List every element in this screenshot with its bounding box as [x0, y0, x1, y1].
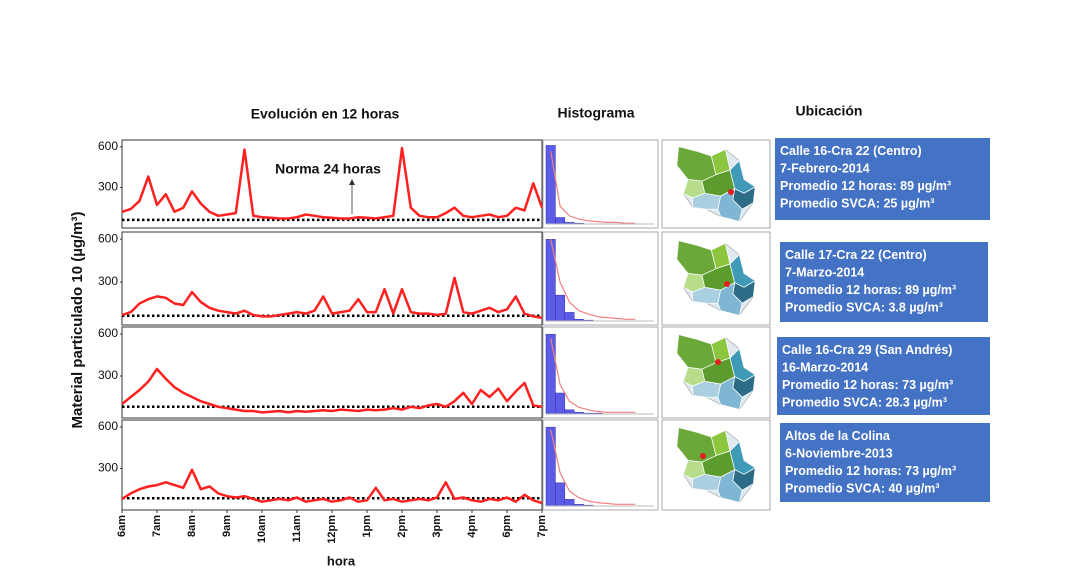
- histogram-bar: [545, 426, 556, 507]
- location-dot: [715, 359, 721, 365]
- info-text: Altos de la Colina: [785, 429, 891, 443]
- info-text: Promedio SVCA: 25 µg/m³: [780, 197, 934, 211]
- y-tick-label: 600: [98, 231, 118, 245]
- info-text: 16-Marzo-2014: [782, 361, 868, 375]
- histogram-bar: [564, 312, 575, 322]
- pm10-line: [121, 146, 544, 220]
- histogram-bar: [555, 392, 566, 415]
- info-box: [780, 423, 990, 502]
- info-text: Calle 16-Cra 22 (Centro): [780, 144, 922, 158]
- info-text: Promedio SVCA: 3.8 µg/m³: [785, 301, 943, 315]
- histogram-bar: [545, 333, 556, 415]
- x-axis-title: hora: [327, 553, 356, 568]
- y-tick-label: 300: [98, 368, 118, 382]
- info-text: 7-Febrero-2014: [780, 162, 870, 176]
- x-tick-label: 8am: [186, 515, 198, 537]
- maps: [661, 139, 771, 511]
- panel-frame: [121, 326, 543, 419]
- info-box: [780, 242, 988, 322]
- location-dot: [724, 281, 730, 287]
- y-tick-label: 300: [98, 180, 118, 194]
- x-tick-label: 11am: [291, 515, 303, 543]
- info-text: Calle 17-Cra 22 (Centro): [785, 248, 927, 262]
- header-histogram: Histograma: [557, 105, 634, 121]
- arrow-head: [349, 179, 355, 185]
- x-tick-label: 3pm: [431, 515, 443, 538]
- x-tick-label: 12pm: [326, 515, 338, 544]
- location-dot: [728, 189, 734, 195]
- x-tick-label: 10am: [256, 515, 268, 543]
- panel-frame: [121, 231, 543, 326]
- x-tick-label: 6pm: [501, 515, 513, 538]
- histogram-bar: [564, 499, 575, 507]
- y-tick-label: 600: [98, 419, 118, 433]
- x-tick-label: 4pm: [466, 515, 478, 538]
- x-tick-label: 6am: [116, 515, 128, 537]
- y-tick-label: 300: [98, 274, 118, 288]
- histogram-bar: [564, 409, 575, 415]
- location-dot: [700, 453, 706, 459]
- fit-curve: [550, 429, 636, 505]
- histogram-frame: [542, 139, 659, 229]
- panel-frame: [121, 419, 543, 511]
- histogram-bar: [555, 294, 566, 322]
- x-tick-label: 7pm: [536, 515, 548, 538]
- info-box: [775, 138, 990, 220]
- info-text: Promedio SVCA: 28.3 µg/m³: [782, 396, 947, 410]
- info-text: Promedio 12 horas: 73 µg/m³: [782, 378, 953, 392]
- info-text: Calle 16-Cra 29 (San Andrés): [782, 343, 952, 357]
- info-text: 6-Noviembre-2013: [785, 447, 893, 461]
- info-text: Promedio 12 horas: 73 µg/m³: [785, 464, 956, 478]
- histogram-bar: [555, 482, 566, 507]
- fit-curve: [550, 150, 636, 224]
- annotation: Norma 24 horas: [275, 161, 381, 177]
- info-text: Promedio SVCA: 40 µg/m³: [785, 482, 939, 496]
- header-evolution: Evolución en 12 horas: [251, 106, 400, 122]
- pm10-line: [121, 367, 543, 414]
- info-box: [777, 337, 990, 415]
- fit-curve: [550, 239, 636, 320]
- histogram-bar: [555, 217, 566, 225]
- y-tick-label: 600: [98, 326, 118, 340]
- x-tick-label: 7am: [151, 515, 163, 537]
- header-location: Ubicación: [796, 103, 863, 119]
- info-text: Promedio 12 horas: 89 µg/m³: [780, 179, 951, 193]
- info-text: 7-Marzo-2014: [785, 266, 864, 280]
- y-axis-title: Material particulado 10 (µg/m³): [69, 211, 86, 428]
- pm10-line: [121, 468, 543, 505]
- fit-curve: [550, 338, 636, 413]
- histogram-bar: [545, 145, 556, 225]
- y-tick-label: 300: [98, 461, 118, 475]
- y-tick-label: 600: [98, 139, 118, 153]
- x-tick-label: 9am: [221, 515, 233, 537]
- x-tick-label: 2pm: [396, 515, 408, 538]
- panel-frame: [121, 139, 543, 229]
- info-text: Promedio 12 horas: 89 µg/m³: [785, 283, 956, 297]
- pm10-line: [121, 276, 543, 320]
- x-tick-label: 1pm: [361, 515, 373, 538]
